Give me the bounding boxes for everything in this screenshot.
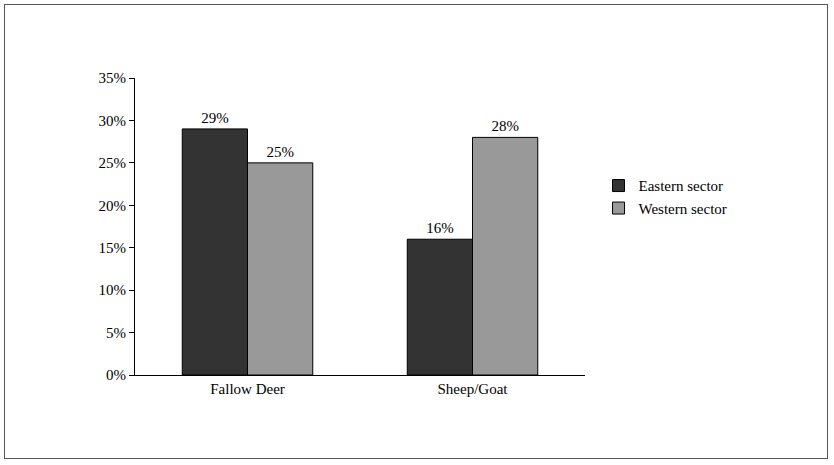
svg-text:Sheep/Goat: Sheep/Goat [438,381,509,397]
svg-text:15%: 15% [99,240,127,256]
svg-text:25%: 25% [266,144,294,160]
svg-text:5%: 5% [106,325,126,341]
svg-text:28%: 28% [491,118,519,134]
svg-text:30%: 30% [99,113,127,129]
svg-text:0%: 0% [106,367,126,383]
svg-text:10%: 10% [99,282,127,298]
svg-text:Eastern sector: Eastern sector [639,178,724,194]
svg-text:20%: 20% [99,198,127,214]
svg-text:35%: 35% [99,70,127,86]
svg-text:Western sector: Western sector [639,201,727,217]
svg-text:29%: 29% [201,110,229,126]
svg-text:25%: 25% [99,155,127,171]
svg-text:16%: 16% [426,220,454,236]
svg-text:Fallow Deer: Fallow Deer [210,381,285,397]
